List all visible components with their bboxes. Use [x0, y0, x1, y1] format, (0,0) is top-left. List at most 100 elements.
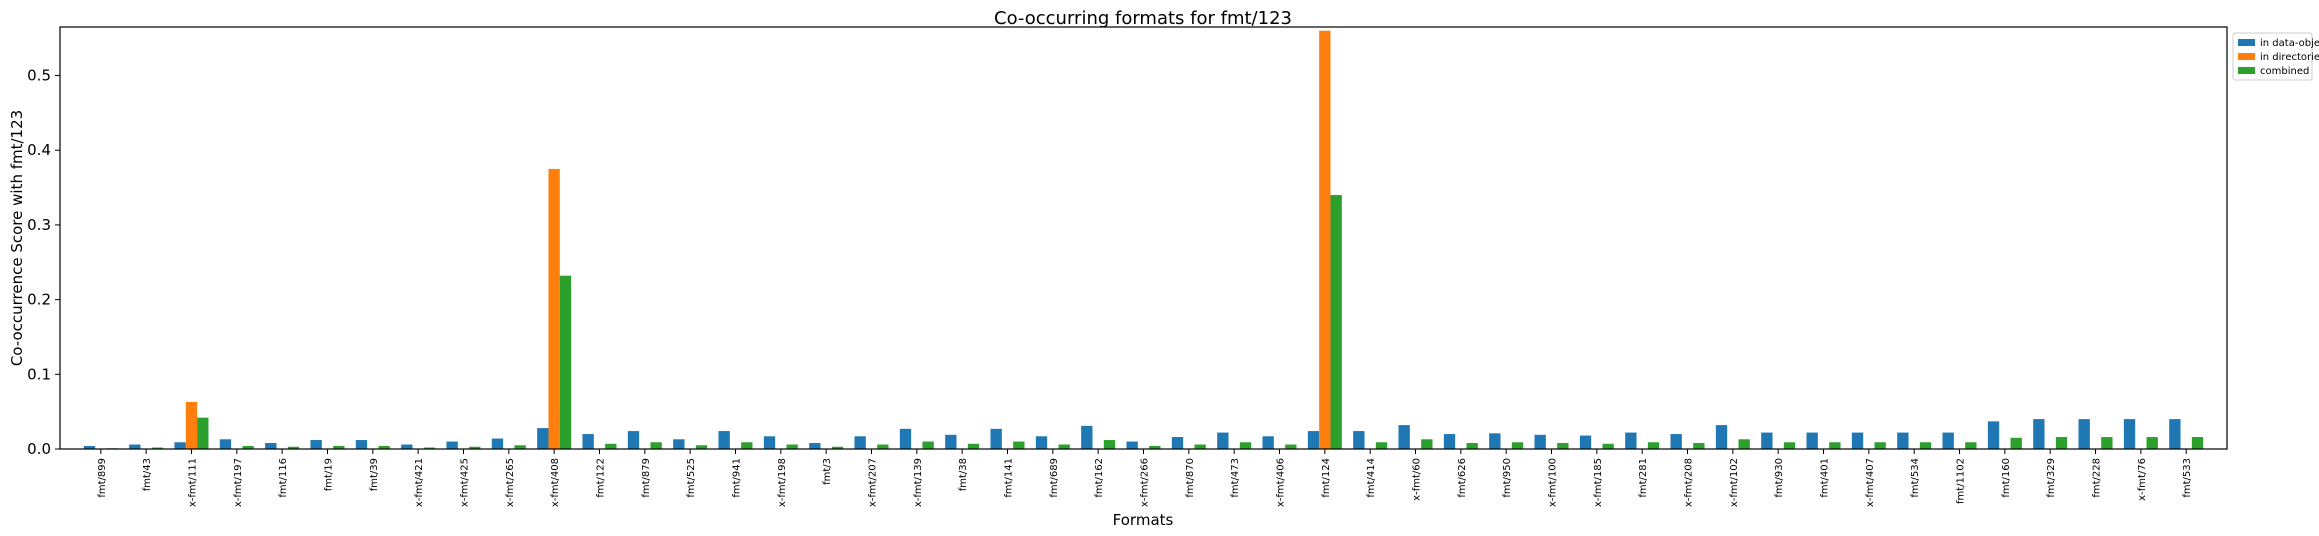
bar-combined-fmt-116 — [287, 446, 300, 449]
bar-in-data-objects-fmt-122 — [582, 434, 594, 449]
bar-in-data-objects-x-fmt-139 — [899, 428, 912, 449]
y-tick-label: 0.1 — [27, 365, 51, 383]
bar-in-data-objects-x-fmt-185 — [1579, 435, 1592, 449]
bar-in-data-objects-fmt-870 — [1171, 437, 1184, 449]
bar-in-data-objects-x-fmt-100 — [1534, 434, 1546, 449]
legend-swatch-combined — [2238, 67, 2255, 74]
x-tick-label: x-fmt/421 — [414, 458, 425, 507]
bar-in-data-objects-fmt-414 — [1353, 431, 1365, 449]
bar-in-data-objects-fmt-19 — [310, 440, 322, 449]
y-axis-label: Co-occurrence Score with fmt/123 — [8, 110, 26, 366]
bar-combined-fmt-162 — [1103, 440, 1116, 449]
x-tick-label: fmt/401 — [1820, 458, 1831, 498]
x-tick-label: x-fmt/76 — [2137, 458, 2148, 501]
x-tick-label: fmt/930 — [1774, 458, 1785, 498]
x-tick-label: fmt/162 — [1094, 458, 1105, 498]
bar-in-data-objects-fmt-1102 — [1942, 432, 1954, 449]
bar-in-data-objects-fmt-116 — [265, 443, 277, 449]
bar-combined-fmt-228 — [2101, 437, 2113, 449]
x-tick-label: fmt/228 — [2092, 458, 2103, 498]
bar-in-data-objects-fmt-162 — [1081, 425, 1093, 449]
x-tick-label: x-fmt/139 — [913, 458, 924, 507]
bar-in-data-objects-x-fmt-76 — [2123, 419, 2136, 449]
bar-in-data-objects-x-fmt-425 — [446, 441, 458, 449]
x-tick-label: fmt/141 — [1004, 458, 1015, 498]
y-tick-label: 0.2 — [27, 291, 51, 309]
x-tick-label: x-fmt/185 — [1593, 458, 1604, 507]
bar-combined-x-fmt-100 — [1557, 443, 1569, 449]
x-tick-label: fmt/329 — [2046, 458, 2057, 498]
bar-combined-fmt-689 — [1058, 444, 1070, 449]
bar-combined-fmt-534 — [1919, 442, 1932, 449]
bar-combined-x-fmt-208 — [1693, 443, 1705, 449]
legend: in data-objects in directories combined — [2232, 32, 2319, 81]
legend-label-combined: combined — [2260, 66, 2309, 77]
bar-in-data-objects-fmt-533 — [2169, 419, 2181, 449]
bar-combined-fmt-39 — [378, 446, 390, 449]
bar-combined-x-fmt-102 — [1738, 439, 1750, 449]
x-tick-label: fmt/525 — [686, 458, 697, 498]
y-axis: 0.0 0.1 0.2 0.3 0.4 0.5 — [27, 67, 60, 458]
bar-combined-fmt-19 — [333, 446, 345, 449]
x-tick-label: x-fmt/266 — [1140, 458, 1151, 507]
bar-in-data-objects-fmt-43 — [129, 444, 141, 449]
bar-combined-x-fmt-207 — [877, 444, 889, 449]
x-tick-label: fmt/38 — [958, 458, 969, 491]
bar-in-data-objects-fmt-401 — [1806, 432, 1818, 449]
bar-combined-x-fmt-76 — [2146, 437, 2158, 449]
x-tick-label: x-fmt/208 — [1684, 458, 1695, 507]
bar-in-data-objects-x-fmt-111 — [174, 442, 186, 449]
bar-in-data-objects-fmt-3 — [809, 443, 821, 449]
bar-in-data-objects-fmt-141 — [990, 428, 1002, 449]
bar-in-data-objects-fmt-879 — [627, 431, 640, 449]
x-tick-label: fmt/43 — [142, 458, 153, 491]
bar-in-data-objects-fmt-124 — [1307, 431, 1320, 449]
bar-in-data-objects-x-fmt-266 — [1126, 441, 1138, 449]
bar-in-data-objects-fmt-228 — [2078, 419, 2090, 449]
bar-combined-x-fmt-408 — [559, 275, 572, 449]
bar-combined-fmt-626 — [1466, 443, 1478, 449]
bar-combined-x-fmt-111 — [197, 417, 209, 449]
bar-combined-fmt-930 — [1783, 442, 1796, 449]
x-tick-label: fmt/473 — [1230, 458, 1241, 498]
bar-in-directories-x-fmt-111 — [185, 401, 198, 449]
bar-combined-x-fmt-406 — [1285, 444, 1297, 449]
bar-in-data-objects-fmt-930 — [1761, 432, 1773, 449]
x-tick-label: fmt/19 — [323, 458, 334, 491]
x-tick-label: x-fmt/60 — [1412, 458, 1423, 501]
bar-in-data-objects-x-fmt-207 — [854, 436, 866, 449]
x-tick-label: fmt/899 — [97, 458, 108, 498]
x-tick-label: fmt/124 — [1321, 458, 1332, 498]
x-axis-label: Formats — [1113, 511, 1174, 529]
bar-in-data-objects-fmt-899 — [83, 446, 96, 449]
bar-combined-fmt-43 — [151, 447, 164, 449]
bar-combined-fmt-281 — [1647, 442, 1660, 449]
legend-label-in-data-objects: in data-objects — [2260, 38, 2319, 49]
x-tick-label: x-fmt/425 — [459, 458, 470, 507]
bar-combined-x-fmt-198 — [786, 444, 798, 449]
bar-in-data-objects-x-fmt-408 — [537, 428, 549, 449]
bar-in-directories-fmt-124 — [1319, 30, 1331, 449]
bar-combined-fmt-160 — [2010, 437, 2022, 449]
x-tick-label: fmt/39 — [369, 458, 380, 491]
bar-combined-fmt-1102 — [1965, 442, 1977, 449]
x-tick-label: x-fmt/111 — [187, 458, 198, 507]
bar-in-data-objects-fmt-281 — [1625, 432, 1637, 449]
bar-combined-fmt-38 — [967, 443, 980, 449]
bar-combined-x-fmt-185 — [1602, 443, 1614, 449]
x-tick-label: fmt/870 — [1185, 458, 1196, 498]
bar-combined-x-fmt-266 — [1149, 446, 1161, 449]
x-tick-label: fmt/116 — [278, 458, 289, 498]
y-tick-label: 0.0 — [27, 440, 51, 458]
x-tick-label: fmt/1102 — [1956, 458, 1967, 504]
x-tick-label: x-fmt/102 — [1729, 458, 1740, 507]
bar-combined-x-fmt-265 — [514, 445, 526, 449]
plot-frame — [59, 26, 2228, 450]
bar-in-data-objects-x-fmt-208 — [1670, 434, 1682, 449]
bar-in-data-objects-fmt-329 — [2033, 419, 2045, 449]
x-tick-label: x-fmt/406 — [1276, 458, 1287, 507]
bar-in-data-objects-fmt-950 — [1489, 433, 1501, 449]
bar-in-data-objects-fmt-689 — [1035, 436, 1048, 449]
bar-combined-fmt-525 — [695, 445, 708, 449]
